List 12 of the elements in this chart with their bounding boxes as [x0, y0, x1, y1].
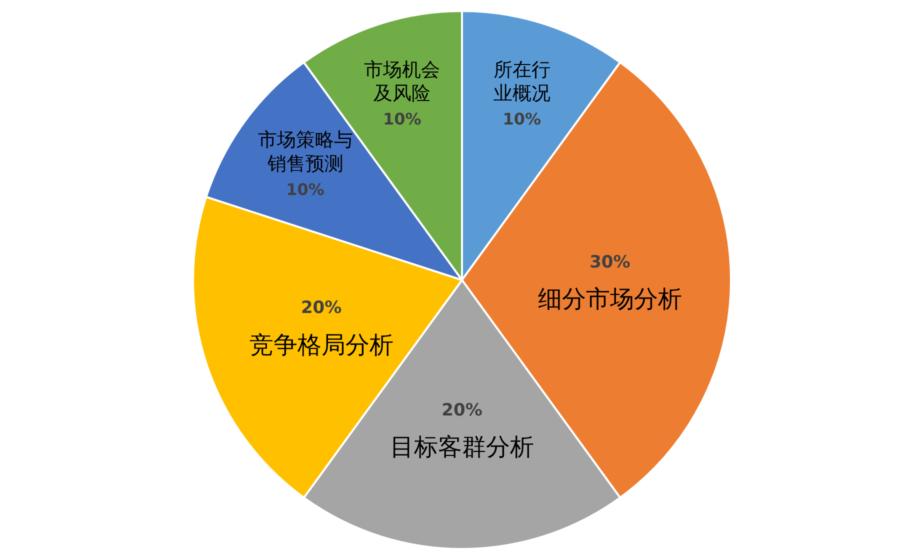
slice-label: 市场策略与销售预测 [258, 129, 353, 175]
slice-label: 市场机会及风险 [364, 58, 440, 105]
slice-label: 所在行业概况 [493, 58, 550, 105]
data-label: 20% [300, 298, 342, 318]
slice-label: 竞争格局分析 [249, 330, 394, 359]
data-label: 10% [286, 180, 324, 199]
data-label: 10% [383, 110, 422, 129]
data-label: 30% [590, 252, 630, 272]
slice-label: 目标客群分析 [390, 433, 534, 462]
data-label: 20% [442, 400, 482, 420]
slice-label: 细分市场分析 [538, 285, 682, 314]
data-label: 10% [502, 110, 541, 129]
